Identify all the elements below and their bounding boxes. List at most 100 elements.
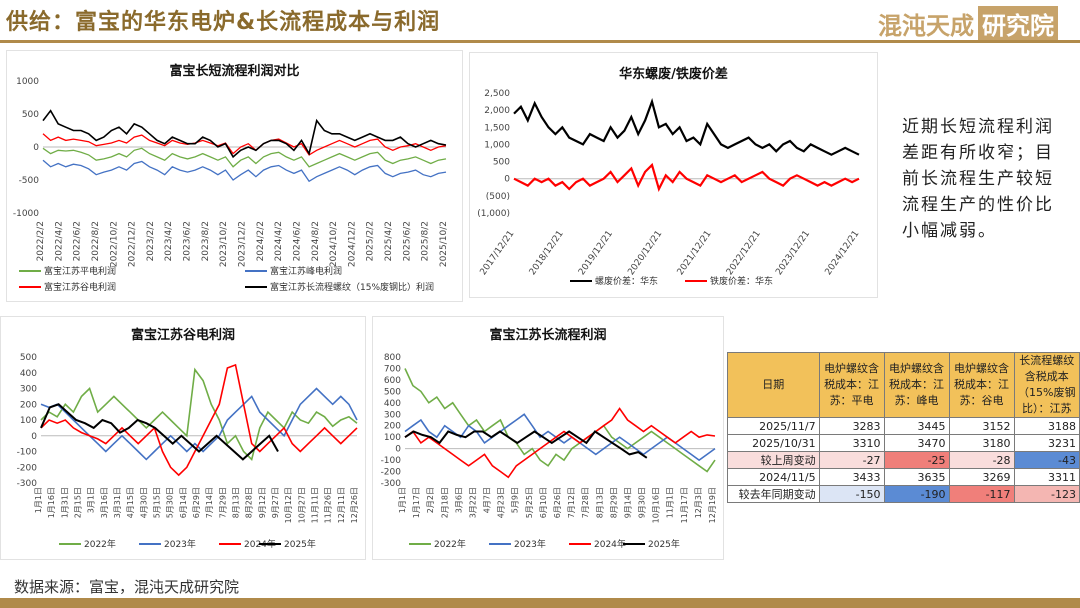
table-cell: -25: [883, 451, 950, 469]
y-tick-label: 200: [20, 400, 37, 410]
table-cell: 3283: [818, 417, 885, 435]
page-title: 供给：富宝的华东电炉&长流程成本与利润: [6, 10, 441, 35]
y-tick-label: 300: [384, 410, 401, 420]
y-tick-label: 0: [504, 175, 510, 185]
x-tick-label: 2月2日: [426, 487, 435, 513]
y-tick-label: (500): [486, 192, 510, 202]
x-tick-label: 11月17日: [680, 487, 689, 523]
header-divider: [0, 40, 1080, 43]
legend-label: 2023年: [164, 538, 196, 550]
y-tick-label: 0: [33, 143, 39, 153]
table-cell: -28: [948, 451, 1015, 469]
y-tick-label: -300: [17, 479, 38, 489]
x-tick-label: 2019/12/21: [577, 229, 615, 277]
x-tick-label: 2023/6/2: [183, 221, 193, 261]
x-tick-label: 2022/12/21: [725, 229, 763, 277]
series-line: [42, 133, 447, 156]
table-cell: -190: [883, 485, 950, 503]
y-tick-label: 2,500: [484, 89, 510, 99]
y-tick-label: 100: [20, 416, 37, 426]
x-tick-label: 2022/2/2: [36, 221, 46, 261]
x-tick-label: 2025/2/2: [366, 221, 376, 261]
series-line: [42, 147, 447, 168]
x-tick-label: 1月16日: [47, 487, 56, 518]
x-tick-label: 12月26日: [350, 487, 359, 523]
x-tick-label: 2024/12/2: [347, 221, 357, 267]
x-tick-label: 7月14日: [205, 487, 214, 518]
x-tick-label: 8月13日: [232, 487, 241, 518]
y-tick-label: 100: [384, 433, 401, 443]
x-tick-label: 2021/12/21: [676, 229, 714, 277]
x-tick-label: 3月16日: [100, 487, 109, 518]
chart-title: 华东螺废/铁废价差: [619, 66, 728, 82]
y-tick-label: 500: [384, 387, 401, 397]
table-cell: 3152: [948, 417, 1015, 435]
table-cell: 3231: [1013, 434, 1080, 452]
series-line: [404, 368, 716, 473]
y-tick-label: (1,000): [477, 209, 510, 219]
x-tick-label: 2022/12/2: [128, 221, 138, 267]
row-label: 较去年同期变动: [727, 485, 820, 503]
x-tick-label: 2月15日: [74, 487, 83, 518]
table-cell: 3433: [818, 468, 885, 486]
x-tick-label: 11月11日: [311, 487, 320, 523]
x-tick-label: 2022/4/2: [54, 221, 64, 261]
x-tick-label: 2023/12/2: [238, 221, 248, 267]
chart-panel-spread: 华东螺废/铁废价差 (1,000) (500) 0 500 1,000 1,500 2,000…: [469, 52, 878, 298]
row-label: 2025/11/7: [727, 417, 820, 435]
legend-label: 富宝江苏平电利润: [44, 265, 116, 277]
y-tick-label: -300: [381, 479, 402, 489]
y-tick-label: 700: [384, 364, 401, 374]
x-tick-label: 2024/12/21: [824, 229, 862, 277]
y-tick-label: 300: [20, 385, 37, 395]
table-row: 2024/11/5 3433 3635 3269 3311: [727, 468, 1080, 486]
x-tick-label: 5月15日: [153, 487, 162, 518]
x-tick-label: 5月9日: [511, 487, 520, 513]
chart-panel-profit-compare: 富宝长短流程利润对比 -1000 -500 0 500 1000 2022/2/2 2022/…: [6, 50, 463, 302]
x-tick-label: 3月22日: [468, 487, 477, 518]
x-tick-label: 8月13日: [595, 487, 604, 518]
x-tick-label: 2022/10/2: [109, 221, 119, 267]
x-tick-label: 12月11日: [337, 487, 346, 523]
x-tick-label: 4月23日: [497, 487, 506, 518]
table-row: 2025/10/31 3310 3470 3180 3231: [727, 434, 1080, 452]
table-header-flat: 电炉螺纹含税成本：江苏：平电: [818, 352, 885, 418]
series-line: [513, 97, 860, 156]
x-tick-label: 2017/12/21: [479, 229, 517, 277]
table-cell: 3180: [948, 434, 1015, 452]
y-tick-label: 500: [22, 110, 39, 120]
y-tick-label: -1000: [13, 209, 39, 219]
table-cell: 3470: [883, 434, 950, 452]
cost-table: 日期 电炉螺纹含税成本：江苏：平电 电炉螺纹含税成本：江苏：峰电 电炉螺纹含税成…: [727, 352, 1080, 503]
x-tick-label: 3月31日: [113, 487, 122, 518]
x-tick-label: 2024/2/2: [256, 221, 266, 261]
x-tick-label: 9月12日: [258, 487, 267, 518]
x-tick-label: 1月31日: [60, 487, 69, 518]
x-tick-label: 1月1日: [398, 487, 407, 513]
series-line: [404, 430, 648, 459]
table-cell: -43: [1013, 451, 1080, 469]
x-tick-label: 6月14日: [179, 487, 188, 518]
series-line: [42, 109, 447, 159]
y-tick-label: 500: [20, 353, 37, 363]
y-tick-label: -100: [17, 448, 38, 458]
x-tick-label: 10月12日: [284, 487, 293, 523]
data-source: 数据来源：富宝，混沌天成研究院: [14, 578, 240, 596]
x-tick-label: 2024/8/2: [311, 221, 321, 261]
x-tick-label: 9月27日: [271, 487, 280, 518]
x-tick-label: 2023/2/2: [146, 221, 156, 261]
chart-valley-profit: 富宝江苏谷电利润 -300 -200 -100 0 100 200 300 400 500 1月1日…: [17, 327, 359, 550]
legend-label: 铁废价差：华东: [710, 275, 773, 287]
x-tick-label: 2025/10/2: [439, 221, 449, 267]
x-tick-label: 8月28日: [245, 487, 254, 518]
legend-label: 富宝江苏谷电利润: [44, 281, 116, 293]
x-tick-label: 3月6日: [454, 487, 463, 513]
series-line: [42, 159, 447, 183]
table-cell: 3635: [883, 468, 950, 486]
table-row: 较去年同期变动 -150 -190 -117 -123: [727, 485, 1080, 503]
table-cell: 3269: [948, 468, 1015, 486]
series-line: [40, 387, 358, 461]
table-cell: -150: [818, 485, 885, 503]
chart-panel-long-profit: 富宝江苏长流程利润 -300 -200 -100 0 100 200 300 400 500 600…: [372, 316, 724, 560]
